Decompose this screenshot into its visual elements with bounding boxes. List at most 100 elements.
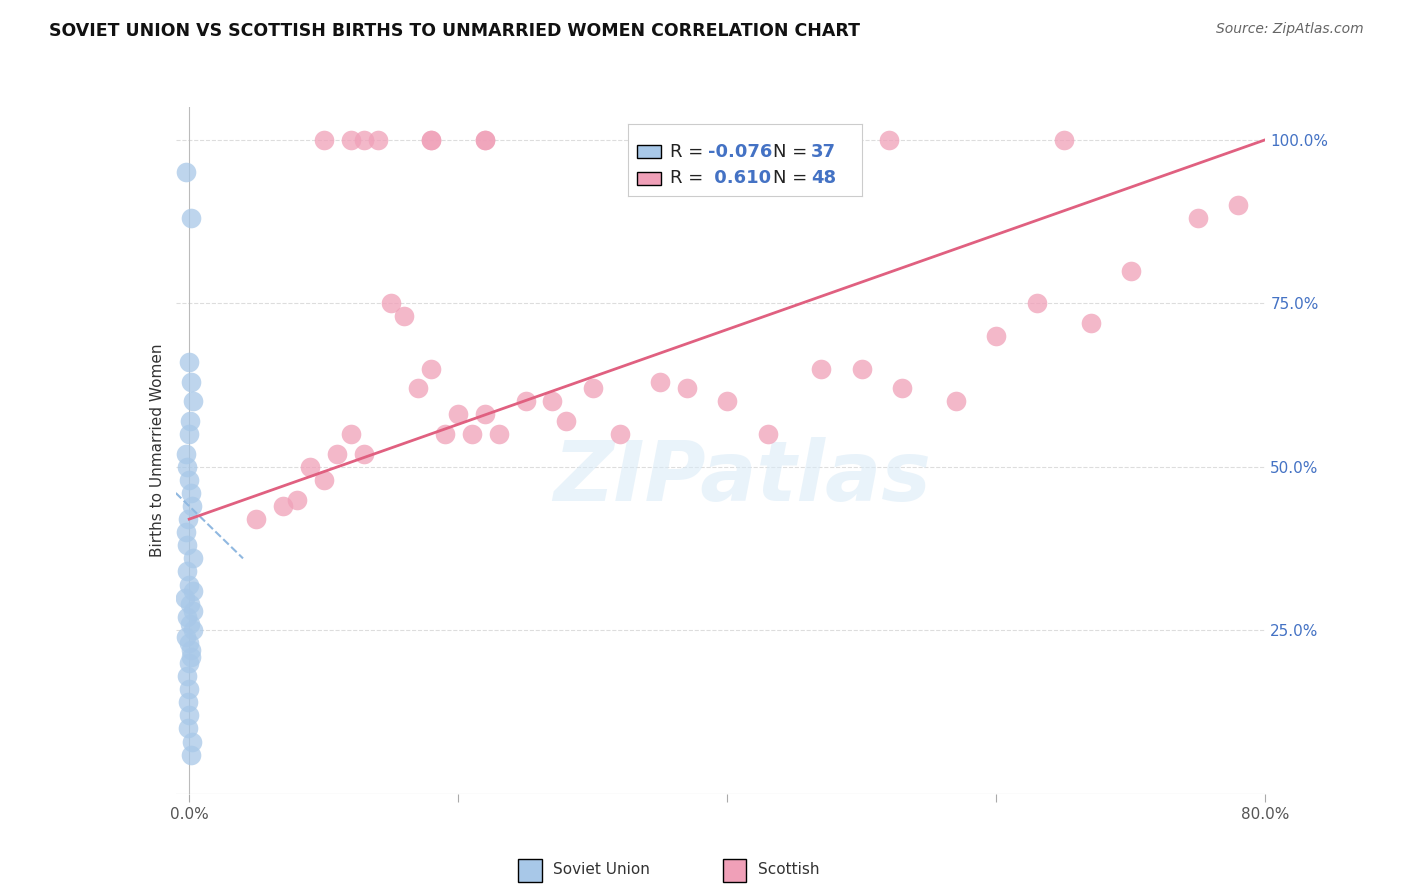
Point	[676, 381, 699, 395]
Point	[180, 643, 202, 657]
Text: N =: N =	[773, 143, 813, 161]
Point	[174, 447, 197, 461]
Point	[433, 427, 456, 442]
Point	[1052, 133, 1074, 147]
Point	[176, 538, 198, 552]
Point	[179, 597, 201, 611]
Point	[851, 361, 873, 376]
Point	[176, 565, 198, 579]
Point	[474, 133, 496, 147]
Point	[648, 375, 671, 389]
Point	[326, 447, 349, 461]
Point	[179, 616, 201, 631]
Text: R =: R =	[671, 169, 709, 187]
FancyBboxPatch shape	[637, 145, 661, 158]
Point	[181, 624, 204, 638]
Point	[1025, 296, 1047, 310]
Point	[460, 427, 482, 442]
Point	[986, 329, 1008, 343]
Point	[474, 408, 496, 422]
Point	[180, 747, 202, 762]
Point	[174, 591, 197, 605]
Point	[891, 381, 914, 395]
Text: Scottish: Scottish	[758, 863, 820, 877]
Point	[406, 381, 429, 395]
Point	[394, 310, 416, 324]
Text: 0.610: 0.610	[707, 169, 770, 187]
Point	[420, 361, 443, 376]
Point	[339, 133, 361, 147]
Point	[177, 708, 200, 723]
Point	[582, 381, 605, 395]
Point	[689, 133, 711, 147]
Point	[447, 408, 470, 422]
Point	[176, 669, 198, 683]
Point	[177, 656, 200, 670]
Point	[176, 459, 198, 474]
Point	[474, 133, 496, 147]
Point	[174, 525, 197, 540]
Point	[181, 604, 204, 618]
Point	[420, 133, 443, 147]
Text: Soviet Union: Soviet Union	[554, 863, 651, 877]
Text: ZIPatlas: ZIPatlas	[554, 437, 931, 518]
Point	[179, 682, 201, 697]
Point	[285, 492, 308, 507]
Point	[945, 394, 967, 409]
Point	[179, 414, 201, 428]
Point	[174, 165, 197, 179]
Text: -0.076: -0.076	[707, 143, 772, 161]
Point	[1187, 211, 1209, 226]
FancyBboxPatch shape	[723, 859, 747, 882]
Point	[1080, 316, 1102, 330]
Y-axis label: Births to Unmarried Women: Births to Unmarried Women	[149, 343, 165, 558]
Point	[177, 722, 200, 736]
Point	[312, 133, 335, 147]
Point	[177, 695, 200, 709]
Point	[367, 133, 389, 147]
Text: R =: R =	[671, 143, 709, 161]
Point	[181, 584, 204, 599]
Text: SOVIET UNION VS SCOTTISH BIRTHS TO UNMARRIED WOMEN CORRELATION CHART: SOVIET UNION VS SCOTTISH BIRTHS TO UNMAR…	[49, 22, 860, 40]
Point	[554, 414, 576, 428]
Point	[689, 133, 711, 147]
Point	[515, 394, 537, 409]
Point	[353, 447, 375, 461]
Point	[339, 427, 361, 442]
Point	[180, 649, 202, 664]
Point	[177, 355, 200, 369]
Point	[877, 133, 900, 147]
FancyBboxPatch shape	[517, 859, 541, 882]
Point	[1227, 198, 1250, 212]
Text: N =: N =	[773, 169, 813, 187]
Point	[380, 296, 402, 310]
Point	[180, 211, 202, 226]
Point	[609, 427, 631, 442]
Point	[299, 459, 322, 474]
FancyBboxPatch shape	[637, 172, 661, 185]
Point	[353, 133, 375, 147]
Point	[177, 512, 200, 526]
Point	[176, 610, 198, 624]
Point	[756, 427, 779, 442]
Point	[420, 133, 443, 147]
Point	[488, 427, 510, 442]
Point	[180, 375, 202, 389]
Text: 48: 48	[811, 169, 835, 187]
Point	[810, 361, 832, 376]
Point	[179, 636, 201, 650]
Text: 37: 37	[811, 143, 835, 161]
Point	[541, 394, 564, 409]
Point	[181, 734, 204, 748]
Point	[180, 486, 202, 500]
Point	[273, 499, 295, 513]
Point	[179, 427, 201, 442]
Point	[181, 394, 204, 409]
Point	[716, 394, 738, 409]
Point	[1119, 263, 1142, 277]
Point	[179, 473, 201, 487]
Point	[312, 473, 335, 487]
Text: Source: ZipAtlas.com: Source: ZipAtlas.com	[1216, 22, 1364, 37]
Point	[245, 512, 267, 526]
Point	[174, 630, 197, 644]
